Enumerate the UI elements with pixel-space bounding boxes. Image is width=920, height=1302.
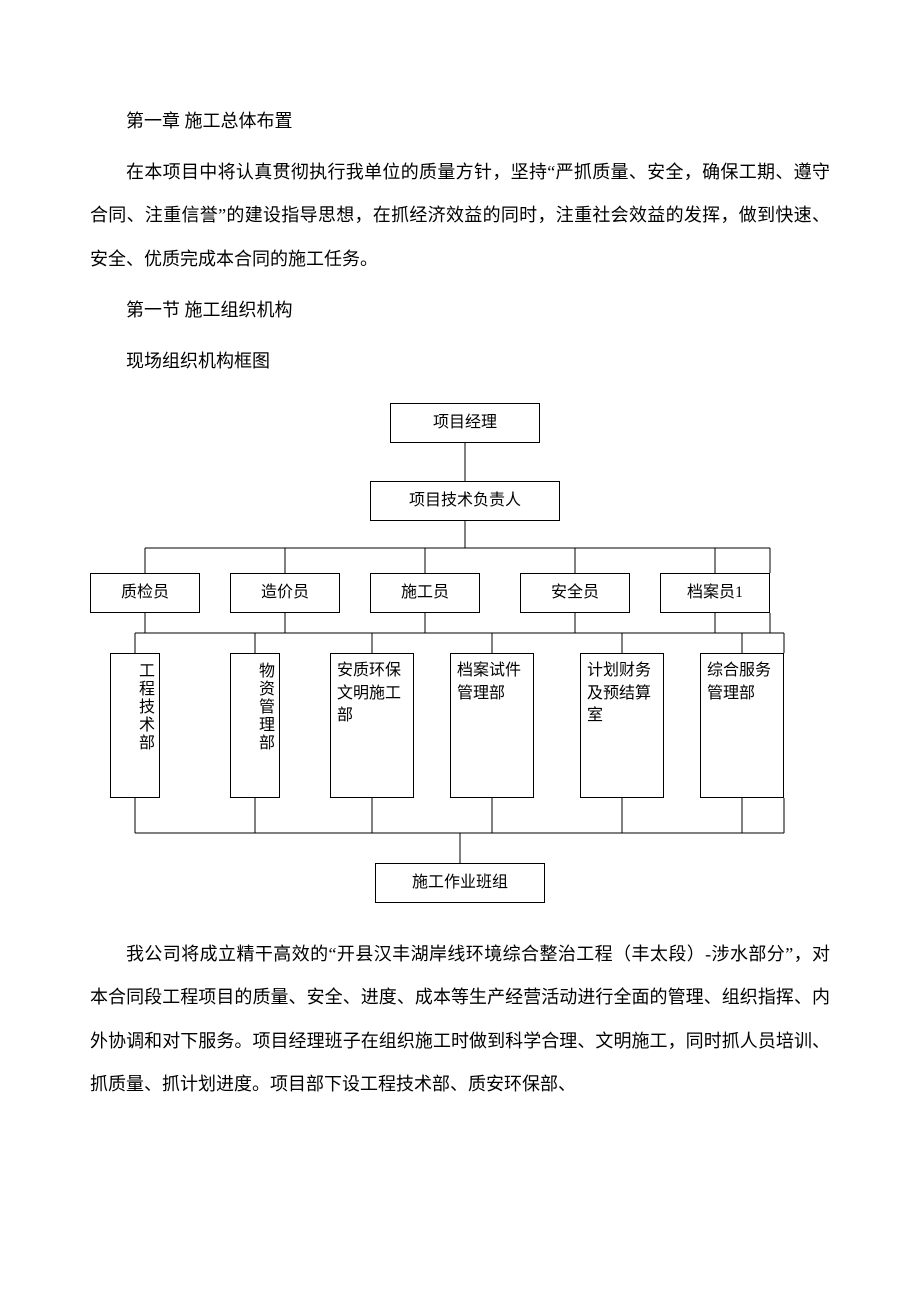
node-file-dept: 档案试件管理部 [450,653,534,798]
sub-title: 现场组织机构框图 [90,340,830,383]
node-crew: 施工作业班组 [375,863,545,903]
node-project-manager: 项目经理 [390,403,540,443]
node-env-dept: 安质环保文明施工部 [330,653,414,798]
node-safety: 安全员 [520,573,630,613]
node-cost: 造价员 [230,573,340,613]
node-archive: 档案员1 [660,573,770,613]
closing-paragraph: 我公司将成立精干高效的“开县汉丰湖岸线环境综合整治工程（丰太段）-涉水部分”，对… [90,933,830,1106]
node-tech-lead: 项目技术负责人 [370,481,560,521]
section-title: 第一节 施工组织机构 [90,289,830,332]
chapter-title: 第一章 施工总体布置 [90,100,830,143]
node-mat-dept: 物资管理部 [230,653,280,798]
org-chart: 项目经理 项目技术负责人 质检员 造价员 施工员 安全员 档案员1 工程技术部 … [90,403,830,913]
node-svc-dept: 综合服务管理部 [700,653,784,798]
intro-paragraph: 在本项目中将认真贯彻执行我单位的质量方针，坚持“严抓质量、安全，确保工期、遵守合… [90,151,830,281]
node-qc: 质检员 [90,573,200,613]
node-eng-dept: 工程技术部 [110,653,160,798]
node-builder: 施工员 [370,573,480,613]
node-fin-dept: 计划财务及预结算室 [580,653,664,798]
